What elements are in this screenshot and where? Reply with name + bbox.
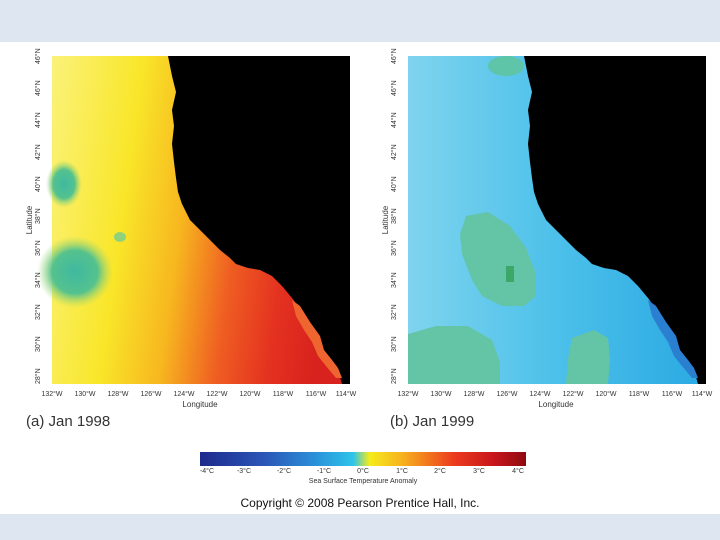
lat-tick: 36°N bbox=[34, 240, 42, 256]
lon-tick: 120°W bbox=[239, 390, 260, 398]
lon-tick: 126°W bbox=[140, 390, 161, 398]
lat-tick: 32°N bbox=[390, 304, 398, 320]
lat-tick: 30°N bbox=[34, 336, 42, 352]
cool-anomaly-patch bbox=[46, 160, 82, 208]
lat-tick: 46°N bbox=[390, 48, 398, 64]
lat-tick: 28°N bbox=[34, 368, 42, 384]
longitude-ticks: 132°W 130°W 128°W 126°W 124°W 122°W 120°… bbox=[397, 390, 712, 398]
scale-label: 3°C bbox=[473, 468, 485, 475]
land-mass bbox=[524, 56, 706, 384]
warm-anomaly-patch bbox=[460, 212, 536, 306]
map-panel-jan-1999: 46°N 46°N 44°N 42°N 40°N 38°N 36°N 34°N … bbox=[381, 48, 713, 409]
lat-tick: 46°N bbox=[34, 80, 42, 96]
longitude-ticks: 132°W 130°W 128°W 126°W 124°W 122°W 120°… bbox=[41, 390, 356, 398]
x-axis-title: Longitude bbox=[182, 400, 218, 409]
lon-tick: 124°W bbox=[173, 390, 194, 398]
top-band bbox=[0, 0, 720, 42]
panel-label-b: (b) Jan 1999 bbox=[390, 413, 475, 430]
lat-tick: 36°N bbox=[390, 240, 398, 256]
lon-tick: 114°W bbox=[692, 390, 713, 398]
lat-tick: 44°N bbox=[390, 112, 398, 128]
scale-label: -1°C bbox=[316, 468, 332, 475]
lon-tick: 126°W bbox=[496, 390, 517, 398]
lon-tick: 132°W bbox=[397, 390, 418, 398]
map-panel-jan-1998: 46°N 46°N 44°N 42°N 40°N 38°N 36°N 34°N … bbox=[25, 48, 357, 409]
lon-tick: 118°W bbox=[273, 390, 294, 398]
lon-tick: 128°W bbox=[107, 390, 128, 398]
lat-tick: 46°N bbox=[390, 80, 398, 96]
lon-tick: 130°W bbox=[430, 390, 451, 398]
y-axis-title: Latitude bbox=[381, 205, 390, 234]
panel-label-a: (a) Jan 1998 bbox=[26, 413, 111, 430]
color-scale-bar bbox=[200, 452, 526, 466]
scale-label: 0°C bbox=[357, 468, 369, 475]
lat-tick: 28°N bbox=[390, 368, 398, 384]
warm-anomaly-patch bbox=[488, 56, 524, 76]
lat-tick: 34°N bbox=[34, 272, 42, 288]
scale-label: -2°C bbox=[276, 468, 292, 475]
baja-coast bbox=[292, 300, 342, 378]
cool-anomaly-patch bbox=[114, 232, 126, 242]
warm-anomaly-patch bbox=[408, 326, 500, 384]
lon-tick: 122°W bbox=[562, 390, 583, 398]
lat-tick: 46°N bbox=[34, 48, 42, 64]
lon-tick: 116°W bbox=[306, 390, 327, 398]
lon-tick: 124°W bbox=[529, 390, 550, 398]
scale-label: 2°C bbox=[434, 468, 446, 475]
lat-tick: 44°N bbox=[34, 112, 42, 128]
lon-tick: 120°W bbox=[595, 390, 616, 398]
lon-tick: 114°W bbox=[336, 390, 357, 398]
x-axis-title: Longitude bbox=[538, 400, 574, 409]
latitude-ticks: 46°N 46°N 44°N 42°N 40°N 38°N 36°N 34°N … bbox=[390, 48, 398, 384]
lat-tick: 38°N bbox=[390, 208, 398, 224]
land-mass bbox=[168, 56, 350, 384]
lat-tick: 40°N bbox=[390, 176, 398, 192]
lat-tick: 30°N bbox=[390, 336, 398, 352]
lat-tick: 34°N bbox=[390, 272, 398, 288]
lon-tick: 118°W bbox=[629, 390, 650, 398]
lat-tick: 42°N bbox=[390, 144, 398, 160]
bottom-band bbox=[0, 514, 720, 540]
scale-label: 1°C bbox=[396, 468, 408, 475]
copyright-notice: Copyright © 2008 Pearson Prentice Hall, … bbox=[240, 496, 480, 510]
lat-tick: 42°N bbox=[34, 144, 42, 160]
warm-anomaly-patch bbox=[566, 330, 610, 384]
color-scale-title: Sea Surface Temperature Anomaly bbox=[308, 478, 418, 485]
lon-tick: 128°W bbox=[463, 390, 484, 398]
y-axis-title: Latitude bbox=[25, 205, 34, 234]
scale-label: 4°C bbox=[512, 468, 524, 475]
lat-tick: 40°N bbox=[34, 176, 42, 192]
lon-tick: 132°W bbox=[41, 390, 62, 398]
warm-anomaly-core bbox=[506, 266, 514, 282]
lat-tick: 32°N bbox=[34, 304, 42, 320]
scale-label: -4°C bbox=[199, 468, 215, 475]
scale-label: -3°C bbox=[236, 468, 252, 475]
lat-tick: 38°N bbox=[34, 208, 42, 224]
lon-tick: 122°W bbox=[206, 390, 227, 398]
latitude-ticks: 46°N 46°N 44°N 42°N 40°N 38°N 36°N 34°N … bbox=[34, 48, 42, 384]
cool-anomaly-patch bbox=[37, 236, 113, 308]
lon-tick: 130°W bbox=[74, 390, 95, 398]
lon-tick: 116°W bbox=[662, 390, 683, 398]
baja-coast bbox=[648, 300, 698, 378]
